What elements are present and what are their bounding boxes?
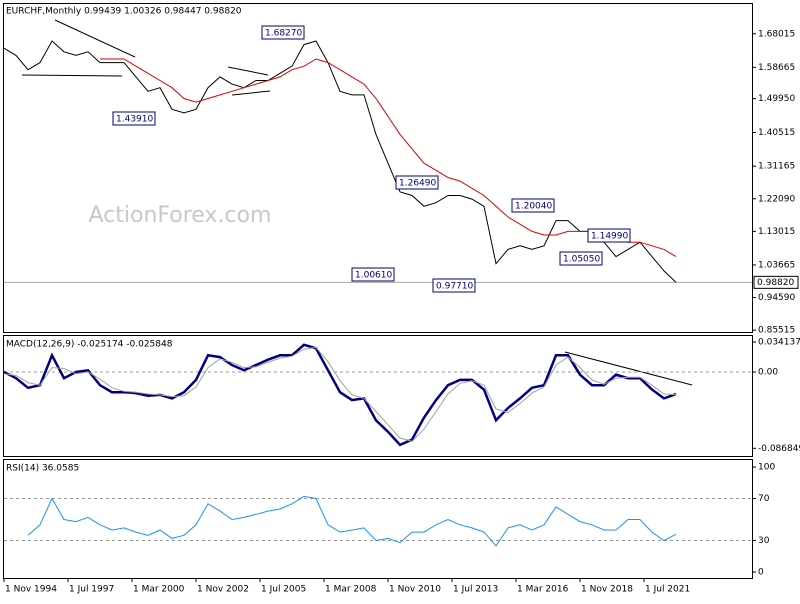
y-tick-label: -0.086849 [758, 444, 800, 454]
current-price-label: 0.98820 [757, 278, 794, 288]
rsi-title: RSI(14) 36.0585 [6, 464, 79, 474]
annotation: 1.68270 [265, 29, 302, 39]
y-tick-label: 1.40515 [758, 128, 795, 138]
annotation-box [511, 198, 555, 213]
annotation: 1.00610 [355, 271, 392, 281]
y-tick-label: 1.22090 [758, 194, 795, 204]
annotation: 0.97710 [436, 282, 473, 292]
annotation: 1.43910 [116, 115, 153, 125]
annotation-box [395, 175, 439, 190]
x-tick-label: 1 Mar 2016 [517, 585, 569, 595]
trendlines [21, 19, 693, 386]
annotation-box [559, 251, 603, 266]
x-tick-label: 1 Nov 1994 [5, 585, 57, 595]
y-tick-label: 30 [758, 536, 770, 546]
price-panel [3, 3, 753, 333]
x-tick-label: 1 Jul 2013 [453, 585, 498, 595]
series-line [100, 58, 677, 258]
annotation-box [112, 111, 156, 126]
x-tick-label: 1 Nov 2002 [197, 585, 249, 595]
annotation: 1.05050 [563, 255, 600, 265]
x-tick-label: 1 Mar 2008 [325, 585, 377, 595]
annotation-box [432, 278, 476, 293]
macd-title: MACD(12,26,9) -0.025174 -0.025848 [6, 340, 173, 350]
y-tick-label: 0.85515 [758, 326, 795, 336]
annotation-box [587, 228, 631, 243]
x-tick-label: 1 Mar 2000 [133, 585, 185, 595]
y-tick-label: 1.03665 [758, 260, 795, 270]
y-tick-label: 1.49950 [758, 94, 795, 104]
macd-panel [3, 335, 753, 457]
current-price-box [753, 275, 799, 289]
y-tick-label: 0.00 [758, 368, 778, 378]
y-tick-label: 0.94590 [758, 293, 795, 303]
watermark: ActionForex.com [89, 203, 272, 228]
y-tick-label: 100 [758, 463, 775, 473]
chart-title: EURCHF,Monthly 0.99439 1.00326 0.98447 0… [6, 7, 242, 17]
trendline [227, 66, 269, 76]
series-line [3, 40, 677, 283]
trendline [54, 19, 136, 58]
y-tick-label: 1.13015 [758, 227, 795, 237]
series-line [3, 346, 677, 442]
x-tick-label: 1 Jul 2021 [645, 585, 690, 595]
x-tick-label: 1 Nov 2018 [581, 585, 633, 595]
y-tick-label: 70 [758, 494, 770, 504]
series-line [27, 495, 677, 547]
trendline [231, 90, 271, 96]
annotation: 1.20040 [515, 202, 552, 212]
y-tick-label: 0 [758, 568, 764, 578]
y-tick-label: 0.034137 [758, 338, 800, 348]
annotation-box [351, 267, 395, 282]
x-tick-label: 1 Jul 1997 [69, 585, 114, 595]
y-tick-label: 1.68015 [758, 29, 795, 39]
y-tick-label: 1.31165 [758, 162, 795, 172]
annotation: 1.26490 [399, 179, 436, 189]
trendline [21, 74, 123, 77]
rsi-panel [3, 459, 753, 579]
annotation-box [261, 25, 305, 40]
x-tick-label: 1 Nov 2010 [389, 585, 441, 595]
y-tick-label: 1.58665 [758, 63, 795, 73]
x-tick-label: 1 Jul 2005 [261, 585, 306, 595]
trendline [564, 351, 693, 386]
annotation: 1.14990 [591, 232, 628, 242]
series-line [3, 343, 677, 447]
